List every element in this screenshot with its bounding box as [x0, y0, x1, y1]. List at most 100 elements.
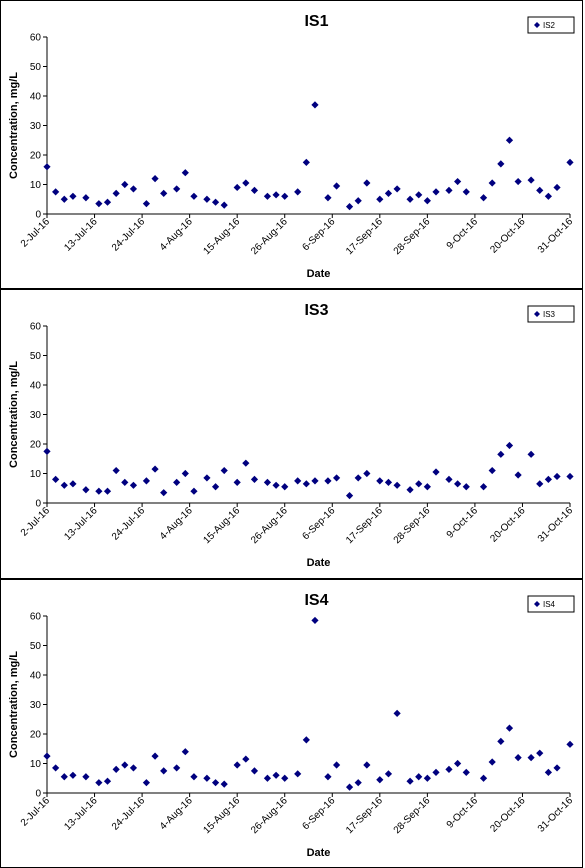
y-tick-label: 60: [30, 612, 42, 623]
data-point: [536, 480, 544, 488]
data-point: [432, 768, 440, 776]
data-point: [173, 478, 181, 486]
data-point: [129, 481, 138, 489]
legend-label: IS4: [543, 600, 556, 609]
data-point: [272, 771, 280, 779]
data-point: [393, 185, 401, 193]
data-point: [103, 777, 112, 785]
data-point: [121, 761, 129, 769]
data-point: [311, 101, 319, 109]
data-point: [505, 724, 514, 732]
data-point: [211, 779, 220, 787]
data-point: [160, 189, 168, 197]
data-point: [354, 474, 362, 482]
x-tick-label: 15-Aug-16: [202, 216, 243, 257]
data-point: [488, 179, 496, 187]
data-point: [497, 737, 505, 745]
data-point: [52, 188, 60, 196]
x-tick-label: 4-Aug-16: [158, 505, 195, 542]
data-point: [142, 200, 151, 208]
data-point: [129, 185, 138, 193]
data-point: [311, 616, 319, 625]
x-tick-label: 24-Jul-16: [110, 505, 148, 543]
x-tick-label: 15-Aug-16: [202, 795, 243, 836]
data-point: [566, 472, 574, 481]
data-point: [233, 183, 241, 192]
data-point: [393, 709, 401, 717]
y-tick-label: 40: [30, 671, 42, 682]
data-point: [233, 478, 241, 486]
data-point: [142, 477, 151, 485]
y-tick-label: 20: [30, 730, 42, 741]
x-tick-label: 28-Sep-16: [392, 505, 433, 546]
data-point: [272, 481, 280, 489]
data-point: [324, 477, 332, 485]
x-tick-label: 24-Jul-16: [110, 795, 148, 833]
legend-box: [527, 595, 575, 613]
x-tick-label: 28-Sep-16: [392, 216, 433, 257]
data-point: [43, 163, 51, 171]
legend-marker: [534, 601, 540, 607]
x-tick-label: 4-Aug-16: [158, 795, 195, 832]
x-axis-label: Date: [307, 268, 331, 280]
data-point: [60, 773, 68, 781]
data-point: [544, 475, 552, 483]
data-point: [250, 475, 259, 483]
data-point: [160, 767, 168, 775]
data-point: [103, 487, 112, 495]
y-tick-label: 10: [30, 759, 42, 770]
data-point: [479, 194, 488, 202]
data-point: [151, 175, 159, 183]
data-point: [302, 480, 310, 488]
x-tick-label: 6-Sep-16: [301, 795, 338, 832]
x-tick-label: 15-Aug-16: [202, 505, 243, 546]
data-point: [384, 770, 393, 778]
x-tick-label: 13-Jul-16: [62, 795, 100, 833]
data-point: [332, 474, 341, 482]
data-point: [242, 459, 250, 467]
x-axis-label: Date: [307, 557, 331, 569]
data-point: [514, 754, 522, 762]
data-point: [263, 478, 272, 486]
data-point: [52, 475, 60, 483]
data-point: [462, 483, 470, 491]
y-axis-label: Concentration, mg/L: [8, 72, 20, 179]
data-point: [43, 447, 51, 455]
data-point: [203, 774, 211, 782]
data-point: [488, 758, 496, 766]
data-point: [242, 179, 250, 187]
x-tick-label: 2-Jul-16: [19, 505, 53, 539]
data-point: [376, 776, 384, 784]
data-point: [376, 195, 384, 203]
data-point: [203, 474, 211, 482]
data-point: [514, 471, 522, 479]
x-tick-label: 24-Jul-16: [110, 216, 148, 254]
data-point: [220, 201, 228, 209]
data-point: [462, 188, 470, 196]
x-tick-label: 13-Jul-16: [62, 505, 100, 543]
data-point: [445, 186, 453, 194]
data-point: [281, 192, 289, 200]
y-tick-label: 0: [35, 210, 41, 221]
data-point: [112, 765, 120, 773]
data-point: [363, 469, 371, 478]
x-tick-label: 26-Aug-16: [249, 795, 290, 836]
data-point: [415, 480, 423, 488]
data-point: [121, 478, 129, 486]
data-point: [82, 773, 90, 781]
data-point: [527, 450, 535, 458]
legend-label: IS2: [543, 21, 556, 30]
data-point: [536, 749, 544, 757]
data-point: [181, 169, 189, 177]
data-point: [479, 483, 488, 491]
data-point: [354, 197, 362, 205]
x-tick-label: 9-Oct-16: [445, 795, 481, 831]
y-tick-label: 10: [30, 180, 42, 191]
data-point: [281, 483, 289, 491]
data-point: [272, 191, 280, 199]
data-point: [553, 183, 561, 192]
data-point: [302, 736, 310, 744]
data-point: [263, 774, 272, 782]
x-tick-label: 26-Aug-16: [249, 216, 290, 257]
chart-title: IS3: [304, 302, 328, 319]
